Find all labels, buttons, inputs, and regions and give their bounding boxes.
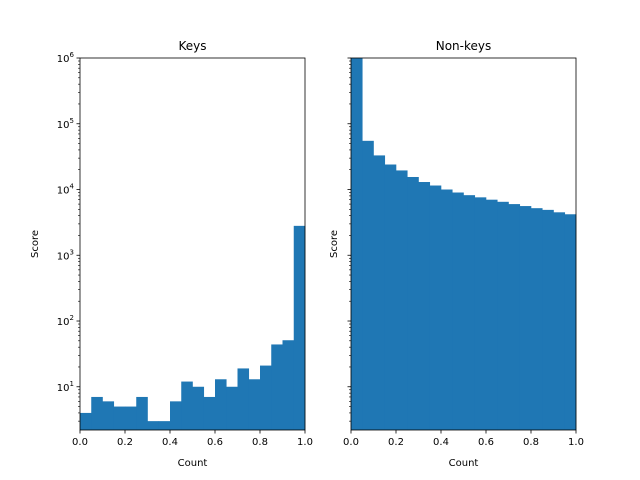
keys-bar	[192, 386, 205, 430]
non-keys-bar	[384, 164, 397, 431]
keys-bar	[170, 401, 182, 430]
non-keys-bar	[553, 212, 566, 430]
keys-bar	[203, 396, 216, 430]
non-keys-x-tick-label: 0.6	[478, 437, 494, 448]
keys-y-tick-label: 102	[57, 314, 74, 328]
non-keys-y-ticks	[347, 57, 351, 422]
non-keys-y-label: Score	[329, 230, 340, 258]
keys-subplot: 0.0 0.2 0.4 0.6 0.8 1.0 101 102 103 104 105 106 Ke…	[30, 39, 313, 469]
keys-bar	[91, 396, 103, 430]
non-keys-x-tick-label: 1.0	[568, 437, 584, 448]
keys-bar	[113, 406, 126, 430]
keys-bar	[237, 368, 250, 430]
keys-bar	[293, 225, 306, 430]
non-keys-bar	[531, 208, 543, 430]
keys-bar	[158, 421, 171, 430]
keys-x-tick-label: 0.4	[162, 437, 178, 448]
keys-x-tick-label: 0.0	[72, 437, 88, 448]
keys-bar	[125, 406, 137, 430]
keys-x-tick-label: 0.8	[252, 437, 268, 448]
non-keys-x-tick-label: 0.2	[388, 437, 404, 448]
non-keys-x-ticks: 0.0 0.2 0.4 0.6 0.8 1.0	[343, 430, 584, 448]
non-keys-bars	[351, 58, 577, 431]
keys-x-tick-label: 1.0	[297, 437, 313, 448]
non-keys-x-tick-label: 0.8	[523, 437, 539, 448]
keys-bar	[80, 412, 92, 430]
keys-x-tick-label: 0.6	[207, 437, 223, 448]
keys-y-tick-label: 103	[57, 248, 74, 262]
keys-bar	[260, 365, 272, 430]
keys-bar	[136, 396, 148, 430]
keys-bar	[102, 401, 115, 430]
non-keys-bar	[429, 185, 442, 430]
keys-bar	[215, 379, 227, 430]
non-keys-bar	[497, 201, 509, 430]
non-keys-bar	[463, 195, 476, 430]
keys-bars	[80, 225, 306, 430]
keys-bar	[181, 381, 193, 430]
non-keys-bar	[418, 182, 431, 430]
keys-bar	[248, 379, 261, 430]
non-keys-bar	[542, 209, 554, 430]
keys-bar	[282, 340, 295, 430]
non-keys-bar	[486, 199, 498, 430]
keys-title: Keys	[178, 39, 206, 53]
non-keys-bar	[508, 204, 521, 430]
non-keys-subplot: 0.0 0.2 0.4 0.6 0.8 1.0 Non-keys Count Score	[329, 39, 584, 469]
non-keys-x-tick-label: 0.4	[433, 437, 449, 448]
keys-bar	[271, 344, 283, 430]
keys-y-tick-label: 104	[57, 183, 75, 197]
non-keys-bar	[351, 58, 363, 430]
keys-axes-frame	[79, 57, 306, 431]
non-keys-bar	[452, 192, 464, 430]
non-keys-bar	[474, 197, 487, 430]
non-keys-bar	[362, 140, 374, 430]
non-keys-axes-frame	[350, 57, 577, 431]
keys-y-label: Score	[30, 230, 41, 258]
keys-bar	[226, 386, 238, 430]
non-keys-bar	[373, 155, 386, 431]
non-keys-bar	[519, 206, 532, 430]
non-keys-title: Non-keys	[436, 39, 492, 53]
keys-y-tick-label: 101	[57, 380, 74, 394]
keys-x-tick-label: 0.2	[117, 437, 133, 448]
non-keys-bar	[441, 189, 453, 430]
keys-y-ticks: 101 102 103 104 105 106	[57, 51, 80, 422]
keys-y-tick-label: 106	[57, 51, 75, 65]
non-keys-bar	[396, 170, 408, 430]
non-keys-bar	[407, 176, 419, 430]
keys-y-tick-label: 105	[57, 117, 74, 131]
keys-x-label: Count	[178, 458, 208, 469]
non-keys-x-label: Count	[449, 458, 479, 469]
non-keys-x-tick-label: 0.0	[343, 437, 359, 448]
keys-x-ticks: 0.0 0.2 0.4 0.6 0.8 1.0	[72, 430, 313, 448]
keys-bar	[147, 421, 160, 430]
non-keys-bar	[564, 214, 577, 430]
